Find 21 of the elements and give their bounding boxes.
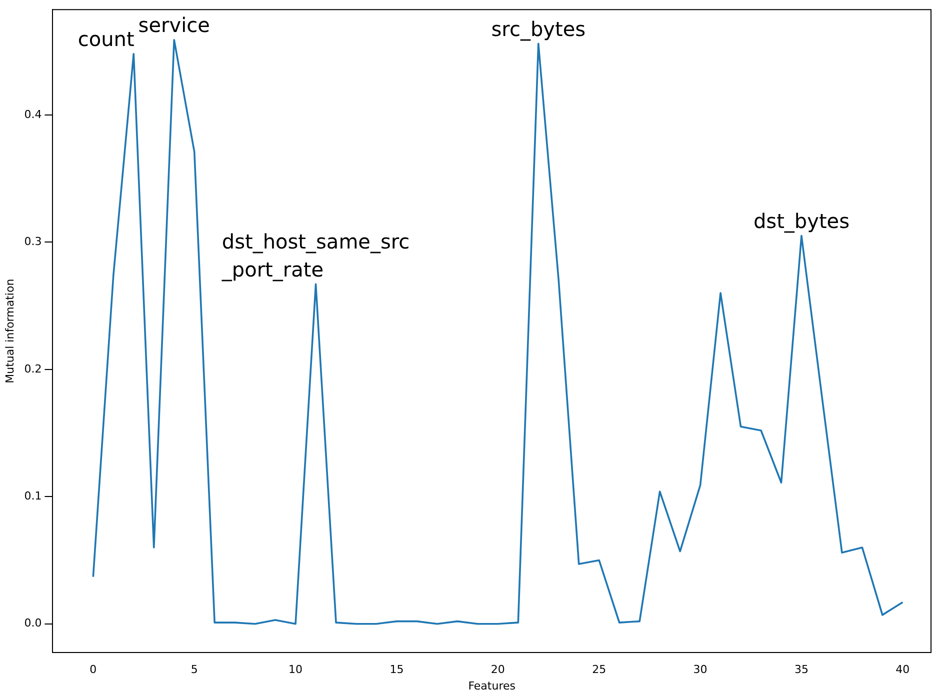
y-tick-label: 0.1	[24, 489, 42, 502]
y-tick-label: 0.2	[24, 362, 42, 376]
annotation: count	[78, 27, 134, 52]
x-tick-label: 10	[288, 663, 303, 676]
x-axis-title: Features	[468, 679, 516, 692]
x-tick-label: 15	[390, 663, 404, 676]
x-tick-label: 30	[693, 663, 708, 676]
annotation: dst_bytes	[753, 209, 850, 234]
x-tick-label: 25	[592, 663, 606, 676]
annotation: dst_host_same_src _port_rate	[220, 229, 410, 282]
x-tick-label: 0	[90, 663, 97, 676]
y-tick-label: 0.3	[24, 235, 42, 248]
x-tick-label: 20	[490, 663, 505, 676]
annotation: service	[138, 13, 210, 38]
x-tick-label: 40	[896, 663, 910, 676]
x-tick-label: 35	[794, 663, 808, 676]
annotation: src_bytes	[491, 16, 586, 41]
y-tick-label: 0.0	[24, 616, 42, 630]
x-tick-label: 5	[190, 663, 198, 676]
y-axis-title: Mutual information	[3, 278, 16, 384]
y-tick-label: 0.4	[24, 108, 42, 121]
